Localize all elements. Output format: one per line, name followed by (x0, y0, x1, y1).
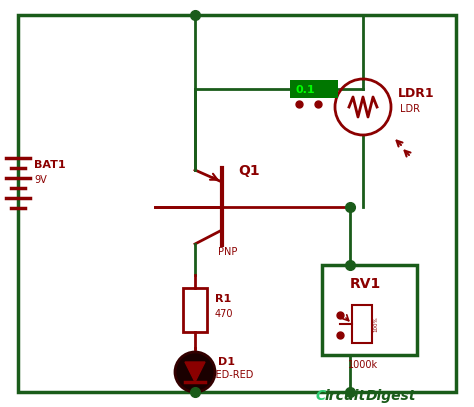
Text: 0.1: 0.1 (296, 85, 316, 95)
Text: 9V: 9V (34, 175, 47, 185)
Bar (322, 265, 417, 355)
Text: 100%: 100% (373, 316, 378, 332)
Bar (183, 288, 207, 332)
Text: RV1: RV1 (350, 277, 381, 291)
Circle shape (175, 352, 215, 392)
Text: ircuit: ircuit (325, 389, 366, 403)
Bar (290, 80, 338, 98)
Bar (352, 305, 372, 343)
Text: Digest: Digest (366, 389, 416, 403)
Text: LDR1: LDR1 (398, 87, 435, 100)
Text: LDR: LDR (400, 104, 420, 114)
Text: LED-RED: LED-RED (210, 370, 254, 380)
Text: D1: D1 (218, 357, 235, 367)
Text: PNP: PNP (218, 247, 237, 257)
Text: 1000k: 1000k (348, 360, 378, 370)
Text: 470: 470 (215, 309, 234, 319)
Text: BAT1: BAT1 (34, 160, 65, 170)
Text: R1: R1 (215, 294, 231, 304)
Text: Q1: Q1 (238, 164, 260, 178)
Polygon shape (185, 362, 205, 382)
Text: C: C (316, 389, 326, 403)
